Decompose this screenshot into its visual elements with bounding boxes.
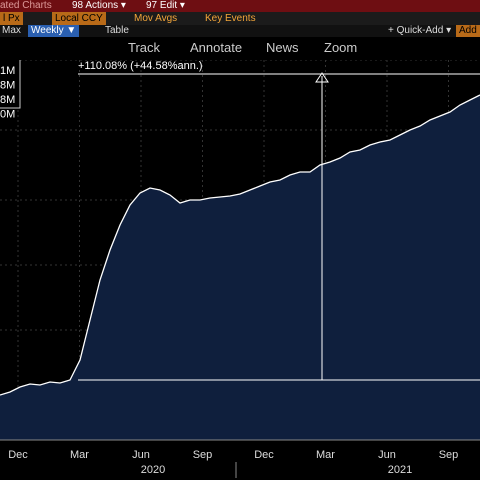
legend-value: 0M — [0, 108, 15, 120]
annotation: +110.08% (+44.58%ann.) — [78, 60, 203, 72]
legend-box — [0, 60, 21, 109]
x-tick-label: Mar — [70, 449, 89, 461]
quick-add[interactable]: + Quick-Add ▾ — [388, 25, 452, 36]
annotate-tool[interactable]: Annotate — [190, 40, 243, 55]
edit-menu[interactable]: 97 Edit ▾ — [146, 0, 185, 11]
line — [0, 94, 480, 396]
arrow-head — [315, 72, 329, 83]
legend-value: 8M — [0, 94, 15, 106]
frequency[interactable]: Weekly ▼ — [28, 25, 80, 37]
legend-value: 8M — [0, 79, 15, 91]
x-tick-label: Sep — [439, 449, 459, 461]
zoom-tool[interactable]: Zoom — [324, 40, 358, 55]
mov-avgs[interactable]: Mov Avgs — [134, 13, 178, 24]
x-tick-label: Mar — [316, 449, 335, 461]
chart: +110.08% (+44.58%ann.) 1M 8M 8M 0M Dec Mar Jun S… — [0, 60, 480, 480]
legend-value: 1M — [0, 65, 15, 77]
year-label: 2020 — [141, 464, 165, 476]
track-tool[interactable]: Track — [128, 40, 161, 55]
table-button[interactable]: Table — [105, 25, 129, 36]
actions-menu[interactable]: 98 Actions ▾ — [72, 0, 126, 11]
x-tick-label: Sep — [193, 449, 213, 461]
axis-bg — [0, 440, 480, 480]
range-bar: Max Weekly ▼ Table + Quick-Add ▾ Add — [0, 25, 480, 37]
range[interactable]: Max — [2, 25, 21, 36]
area — [0, 95, 480, 440]
news-tool[interactable]: News — [266, 40, 299, 55]
tab[interactable]: ated Charts — [0, 0, 52, 11]
key-events[interactable]: Key Events — [205, 13, 256, 24]
year-label: 2021 — [388, 464, 412, 476]
x-tick-label: Dec — [254, 449, 274, 461]
settings-bar: l Px Local CCY Mov Avgs Key Events — [0, 12, 480, 25]
tool-bar: Track Annotate News Zoom — [0, 37, 480, 59]
field[interactable]: l Px — [0, 12, 23, 25]
x-tick-label: Jun — [378, 449, 396, 461]
x-tick-label: Dec — [8, 449, 28, 461]
currency[interactable]: Local CCY — [52, 12, 106, 25]
title-bar: ated Charts 98 Actions ▾ 97 Edit ▾ — [0, 0, 480, 12]
x-tick-label: Jun — [132, 449, 150, 461]
add-button[interactable]: Add — [456, 25, 480, 37]
